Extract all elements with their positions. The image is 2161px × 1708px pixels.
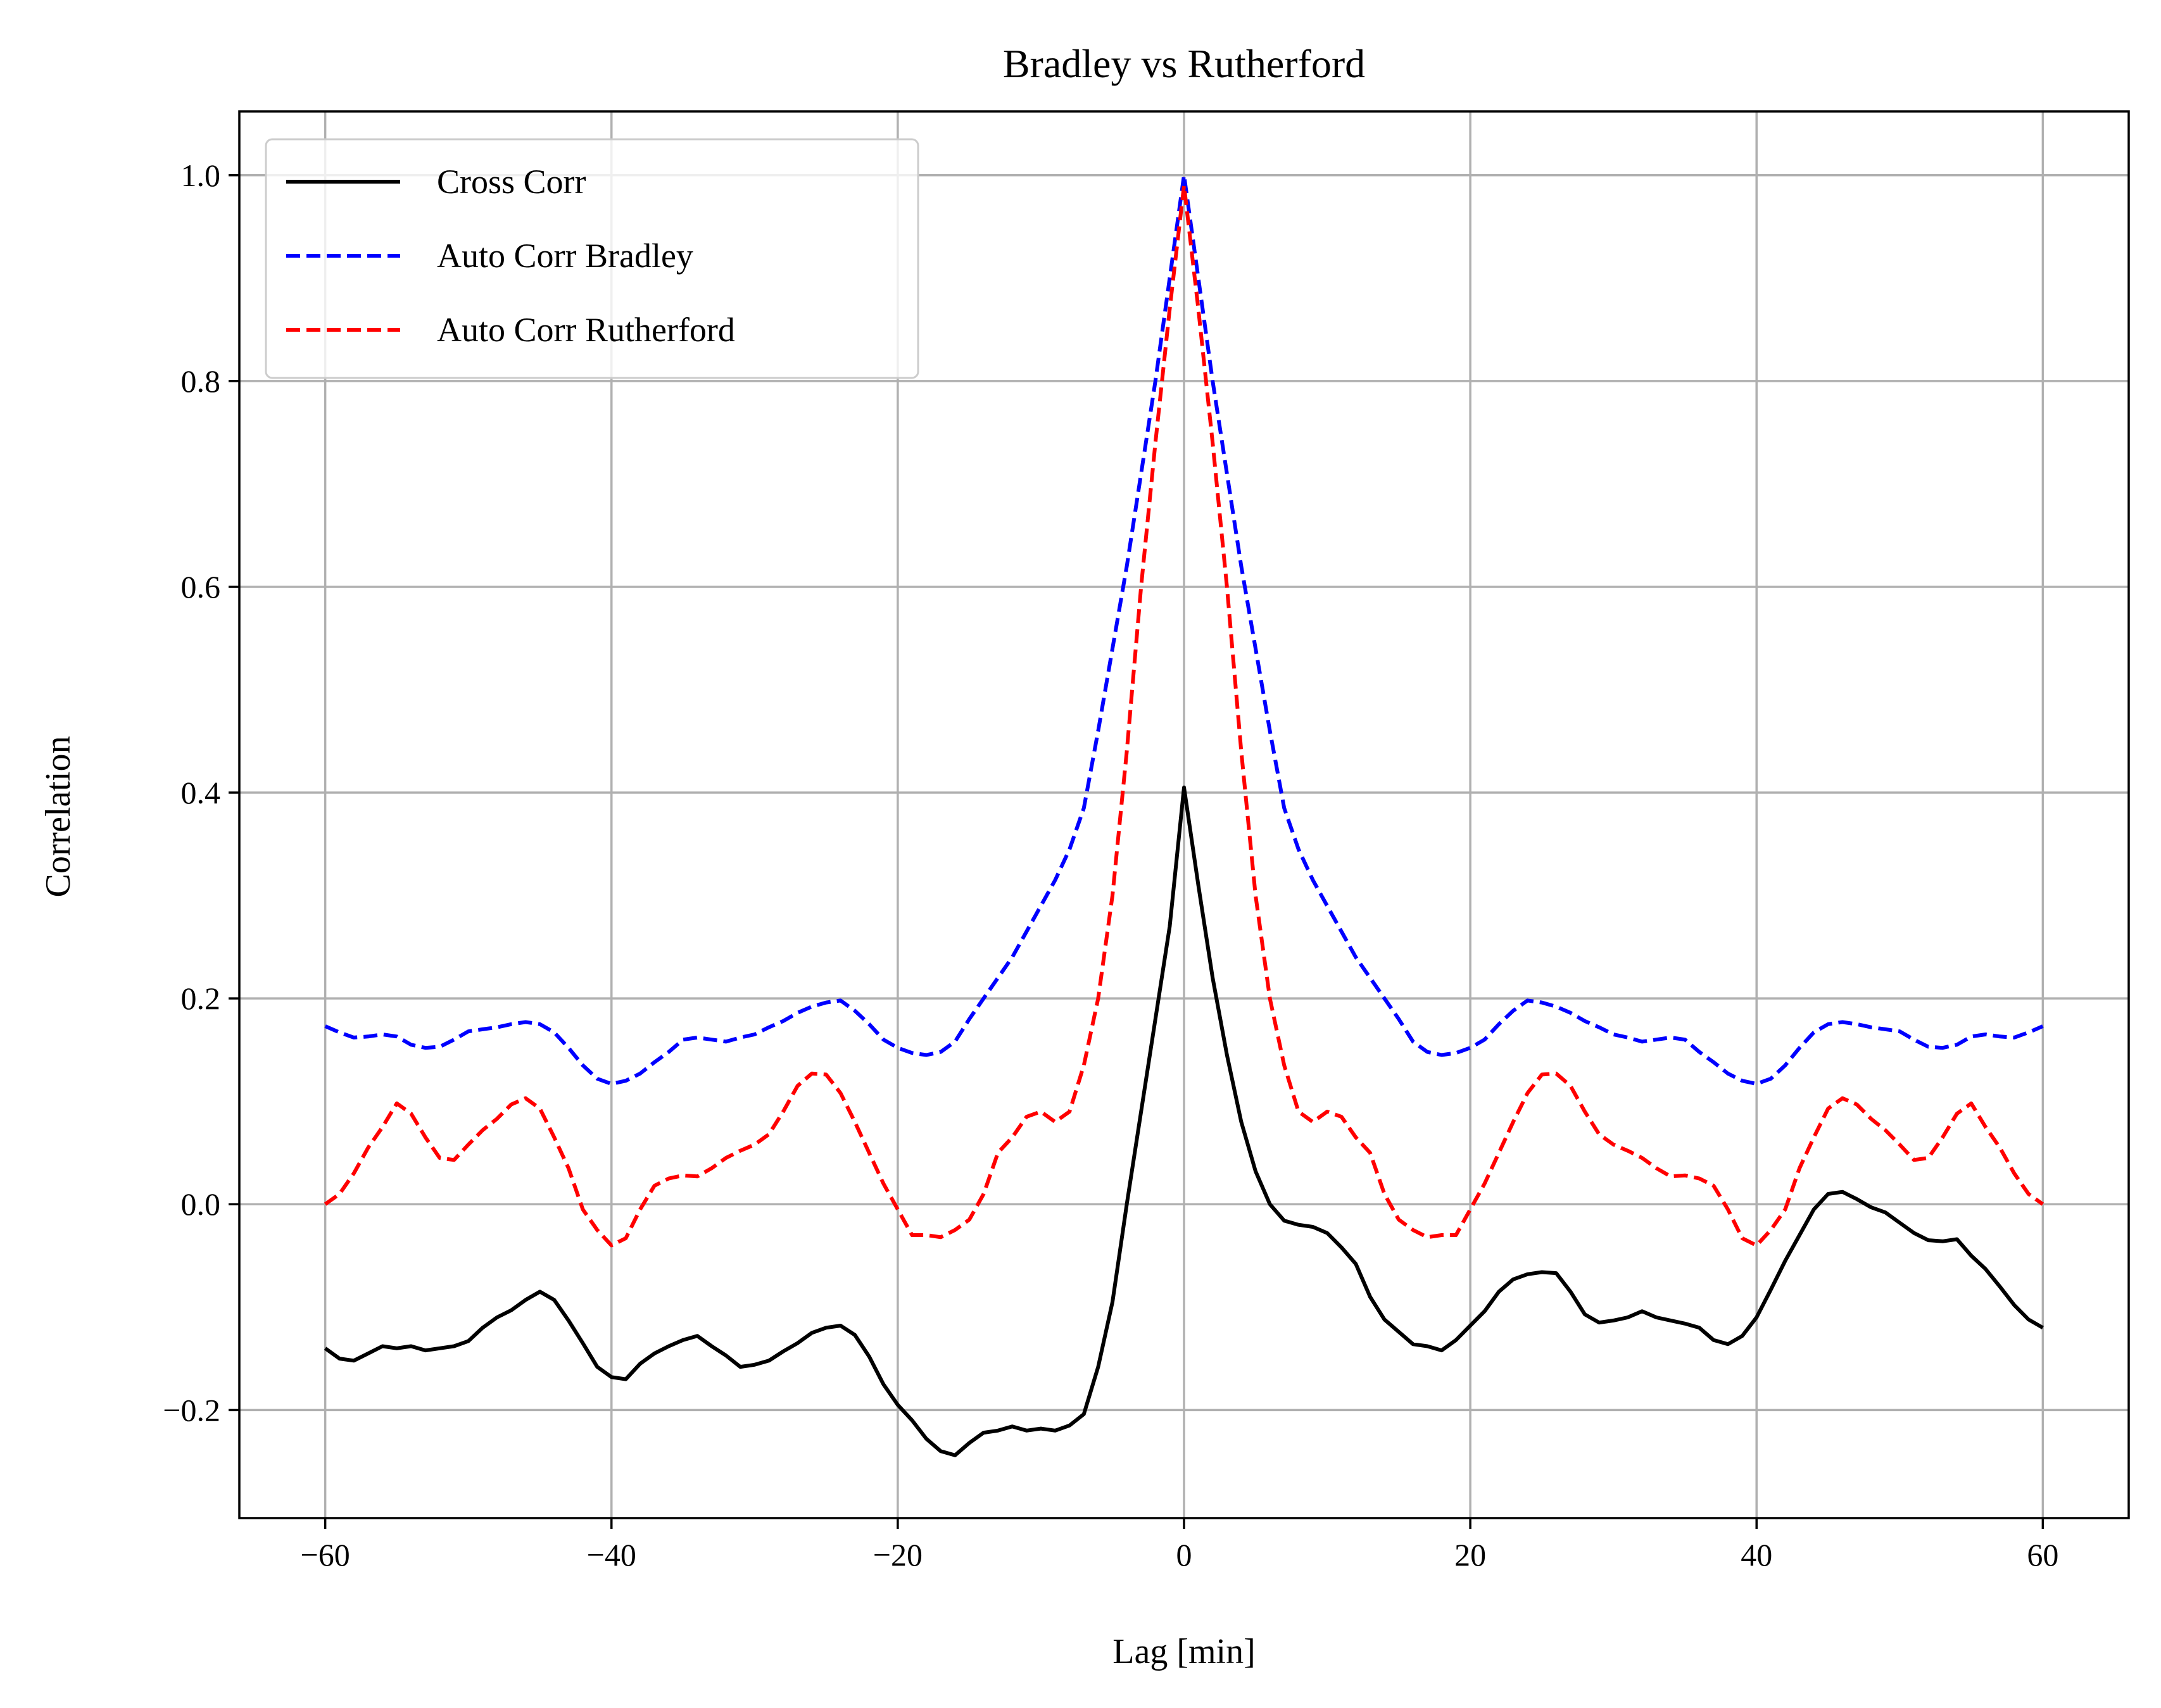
legend-label-auto-corr-bradley: Auto Corr Bradley: [437, 237, 693, 275]
y-tick-label: 1.0: [181, 158, 221, 193]
y-tick-label: 0.4: [181, 775, 221, 810]
series-line-auto-corr-rutherford: [324, 184, 2044, 1248]
plot-area: [324, 173, 2044, 1457]
legend-label-auto-corr-rutherford: Auto Corr Rutherford: [437, 311, 735, 349]
y-tick-label: 0.6: [181, 569, 221, 605]
tick-marks: [229, 174, 2044, 1529]
y-axis-label: Correlation: [39, 736, 78, 897]
x-tick-label: 0: [1176, 1537, 1192, 1573]
x-tick-labels: −60 −40 −20 0 20 40 60: [301, 1537, 2059, 1573]
legend: Cross Corr Auto Corr Bradley Auto Corr Rut…: [265, 138, 919, 379]
series-line-cross-corr: [324, 785, 2044, 1457]
y-tick-labels: −0.2 0.0 0.2 0.4 0.6 0.8 1.0: [163, 158, 220, 1428]
legend-label-cross-corr: Cross Corr: [437, 163, 586, 201]
x-tick-label: 40: [1741, 1537, 1772, 1573]
y-tick-label: 0.0: [181, 1186, 221, 1222]
x-tick-label: 20: [1454, 1537, 1486, 1573]
y-tick-label: 0.8: [181, 363, 221, 399]
chart-title: Bradley vs Rutherford: [1003, 41, 1365, 86]
x-tick-label: −40: [587, 1537, 636, 1573]
x-tick-label: −60: [301, 1537, 350, 1573]
y-tick-label: 0.2: [181, 981, 221, 1016]
x-axis-label: Lag [min]: [1112, 1632, 1255, 1671]
y-tick-label: −0.2: [163, 1392, 220, 1428]
x-tick-label: −20: [873, 1537, 923, 1573]
legend-box: [265, 138, 919, 379]
x-tick-label: 60: [2027, 1537, 2058, 1573]
